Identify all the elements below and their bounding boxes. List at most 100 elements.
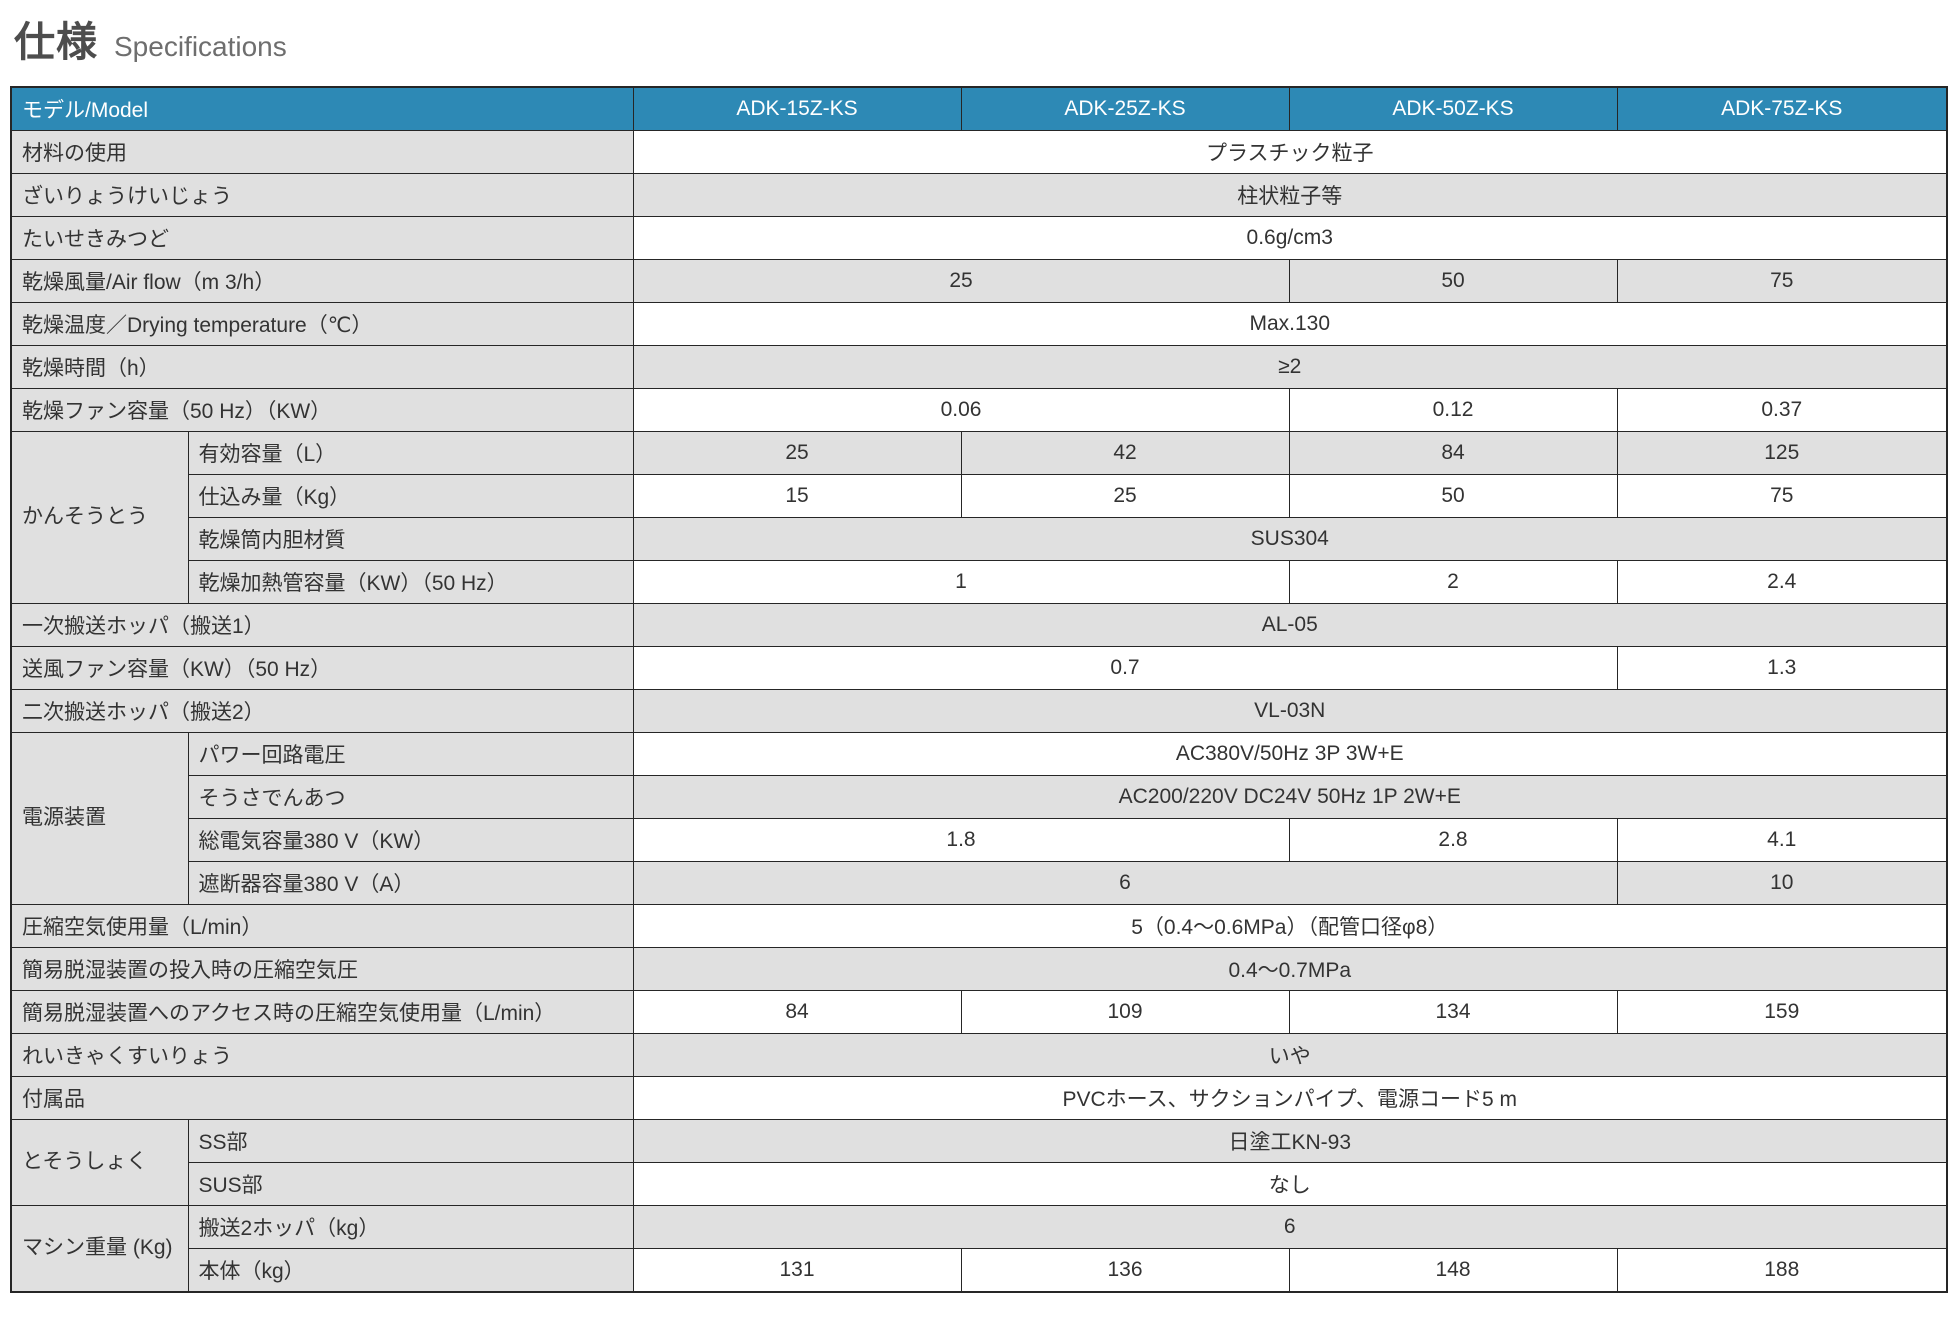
row-label-cell: 乾燥風量/Air flow（m 3/h）: [10, 259, 634, 303]
value-cell: 131: [632, 1248, 962, 1293]
value-cell: 2.8: [1288, 818, 1618, 862]
row-label-cell: 本体（kg）: [187, 1248, 634, 1293]
value-cell: 1: [632, 560, 1290, 604]
spec-row: かんそうとう 有効容量（L） 25 42 84 125: [10, 431, 1948, 604]
row-label-cell: 乾燥ファン容量（50 Hz）（KW）: [10, 388, 634, 432]
row-label-cell: SUS部: [187, 1162, 634, 1206]
row-label-cell: 総電気容量380 V（KW）: [187, 818, 634, 862]
value-cell: 柱状粒子等: [632, 173, 1948, 217]
page-title-ja: 仕様: [14, 19, 98, 65]
value-cell: 159: [1616, 990, 1948, 1034]
value-cell: Max.130: [632, 302, 1948, 346]
row-label-cell: パワー回路電圧: [187, 732, 634, 776]
value-cell: SUS304: [632, 517, 1948, 561]
row-label-cell: 簡易脱湿装置へのアクセス時の圧縮空気使用量（L/min）: [10, 990, 634, 1034]
row-label-cell: たいせきみつど: [10, 216, 634, 260]
value-cell: 188: [1616, 1248, 1948, 1293]
spec-row: 材料の使用 プラスチック粒子: [10, 130, 1948, 174]
page-title: 仕様 Specifications: [14, 8, 1948, 86]
row-label-cell: 材料の使用: [10, 130, 634, 174]
spec-row: 乾燥筒内胆材質 SUS304: [11, 517, 1948, 561]
specifications-page: 仕様 Specifications モデル/Model ADK-15Z-KS A…: [10, 8, 1948, 1293]
value-cell: 136: [960, 1248, 1290, 1293]
value-cell: 0.7: [632, 646, 1618, 690]
value-cell: 84: [632, 990, 962, 1034]
header-row: モデル/Model ADK-15Z-KS ADK-25Z-KS ADK-50Z-…: [10, 86, 1948, 131]
row-label-cell: 乾燥温度／Drying temperature（℃）: [10, 302, 634, 346]
row-label-cell: 送風ファン容量（KW）（50 Hz）: [10, 646, 634, 690]
model-name-cell: ADK-15Z-KS: [632, 86, 962, 131]
value-cell: 6: [632, 861, 1618, 905]
spec-row: 総電気容量380 V（KW） 1.8 2.8 4.1: [11, 818, 1948, 862]
value-cell: 75: [1616, 474, 1948, 518]
value-cell: 1.3: [1616, 646, 1948, 690]
value-cell: 2.4: [1616, 560, 1948, 604]
row-label-cell: 遮断器容量380 V（A）: [187, 861, 634, 905]
group-label-cell: かんそうとう: [10, 431, 189, 604]
value-cell: 0.4〜0.7MPa: [632, 947, 1948, 991]
value-cell: 0.37: [1616, 388, 1948, 432]
row-label-cell: 搬送2ホッパ（kg）: [187, 1205, 634, 1249]
value-cell: AC200/220V DC24V 50Hz 1P 2W+E: [632, 775, 1948, 819]
spec-row: マシン重量 (Kg) 搬送2ホッパ（kg） 6: [10, 1205, 1948, 1293]
spec-row: 二次搬送ホッパ（搬送2） VL-03N: [10, 689, 1948, 733]
spec-table-body: 材料の使用 プラスチック粒子 ざいりょうけいじょう 柱状粒子等 たいせきみつど 0.6g/…: [10, 130, 1948, 1293]
value-cell: 日塗工KN-93: [632, 1119, 1948, 1163]
value-cell: いや: [632, 1033, 1948, 1077]
spec-row: SUS部 なし: [11, 1162, 1948, 1206]
value-cell: 15: [632, 474, 962, 518]
spec-row: 乾燥風量/Air flow（m 3/h） 25 50 75: [10, 259, 1948, 303]
value-cell: プラスチック粒子: [632, 130, 1948, 174]
group-label-cell: マシン重量 (Kg): [10, 1205, 189, 1293]
spec-row: 付属品 PVCホース、サクションパイプ、電源コード5 m: [10, 1076, 1948, 1120]
row-label-cell: 有効容量（L）: [187, 431, 634, 475]
spec-row: 電源装置 パワー回路電圧 AC380V/50Hz 3P 3W+E: [10, 732, 1948, 905]
value-cell: 75: [1616, 259, 1948, 303]
value-cell: 6: [632, 1205, 1948, 1249]
value-cell: 2: [1288, 560, 1618, 604]
row-label-cell: れいきゃくすいりょう: [10, 1033, 634, 1077]
row-label-cell: ざいりょうけいじょう: [10, 173, 634, 217]
value-cell: 0.12: [1288, 388, 1618, 432]
row-label-cell: 乾燥加熱管容量（KW）（50 Hz）: [187, 560, 634, 604]
group-label-cell: 電源装置: [10, 732, 189, 905]
spec-row: 簡易脱湿装置の投入時の圧縮空気圧 0.4〜0.7MPa: [10, 947, 1948, 991]
value-cell: 10: [1616, 861, 1948, 905]
spec-table-head: モデル/Model ADK-15Z-KS ADK-25Z-KS ADK-50Z-…: [10, 86, 1948, 131]
value-cell: 125: [1616, 431, 1948, 475]
value-cell: AL-05: [632, 603, 1948, 647]
value-cell: VL-03N: [632, 689, 1948, 733]
spec-table: モデル/Model ADK-15Z-KS ADK-25Z-KS ADK-50Z-…: [10, 86, 1948, 1293]
spec-row: ざいりょうけいじょう 柱状粒子等: [10, 173, 1948, 217]
value-cell: なし: [632, 1162, 1948, 1206]
spec-row: 乾燥温度／Drying temperature（℃） Max.130: [10, 302, 1948, 346]
spec-row: れいきゃくすいりょう いや: [10, 1033, 1948, 1077]
spec-row: 乾燥ファン容量（50 Hz）（KW） 0.06 0.12 0.37: [10, 388, 1948, 432]
value-cell: 50: [1288, 474, 1618, 518]
spec-row: 本体（kg） 131 136 148 188: [11, 1248, 1948, 1293]
row-label-cell: 圧縮空気使用量（L/min）: [10, 904, 634, 948]
spec-row: 乾燥加熱管容量（KW）（50 Hz） 1 2 2.4: [11, 560, 1948, 604]
row-label-cell: そうさでんあつ: [187, 775, 634, 819]
model-name-cell: ADK-25Z-KS: [960, 86, 1290, 131]
value-cell: 25: [960, 474, 1290, 518]
value-cell: AC380V/50Hz 3P 3W+E: [632, 732, 1948, 776]
row-label-cell: 乾燥筒内胆材質: [187, 517, 634, 561]
spec-row: 送風ファン容量（KW）（50 Hz） 0.7 1.3: [10, 646, 1948, 690]
model-name-cell: ADK-50Z-KS: [1288, 86, 1618, 131]
value-cell: 148: [1288, 1248, 1618, 1293]
value-cell: 1.8: [632, 818, 1290, 862]
value-cell: 0.06: [632, 388, 1290, 432]
value-cell: 5（0.4〜0.6MPa）（配管口径φ8）: [632, 904, 1948, 948]
row-label-cell: SS部: [187, 1119, 634, 1163]
spec-row: とそうしょく SS部 日塗工KN-93: [10, 1119, 1948, 1206]
spec-row: 仕込み量（Kg） 15 25 50 75: [11, 474, 1948, 518]
page-title-en: Specifications: [114, 31, 287, 62]
spec-row: 圧縮空気使用量（L/min） 5（0.4〜0.6MPa）（配管口径φ8）: [10, 904, 1948, 948]
value-cell: PVCホース、サクションパイプ、電源コード5 m: [632, 1076, 1948, 1120]
value-cell: 25: [632, 431, 962, 475]
spec-row: 乾燥時間（h） ≥2: [10, 345, 1948, 389]
value-cell: 42: [960, 431, 1290, 475]
spec-row: 簡易脱湿装置へのアクセス時の圧縮空気使用量（L/min） 84 109 134 159: [10, 990, 1948, 1034]
row-label-cell: 仕込み量（Kg）: [187, 474, 634, 518]
